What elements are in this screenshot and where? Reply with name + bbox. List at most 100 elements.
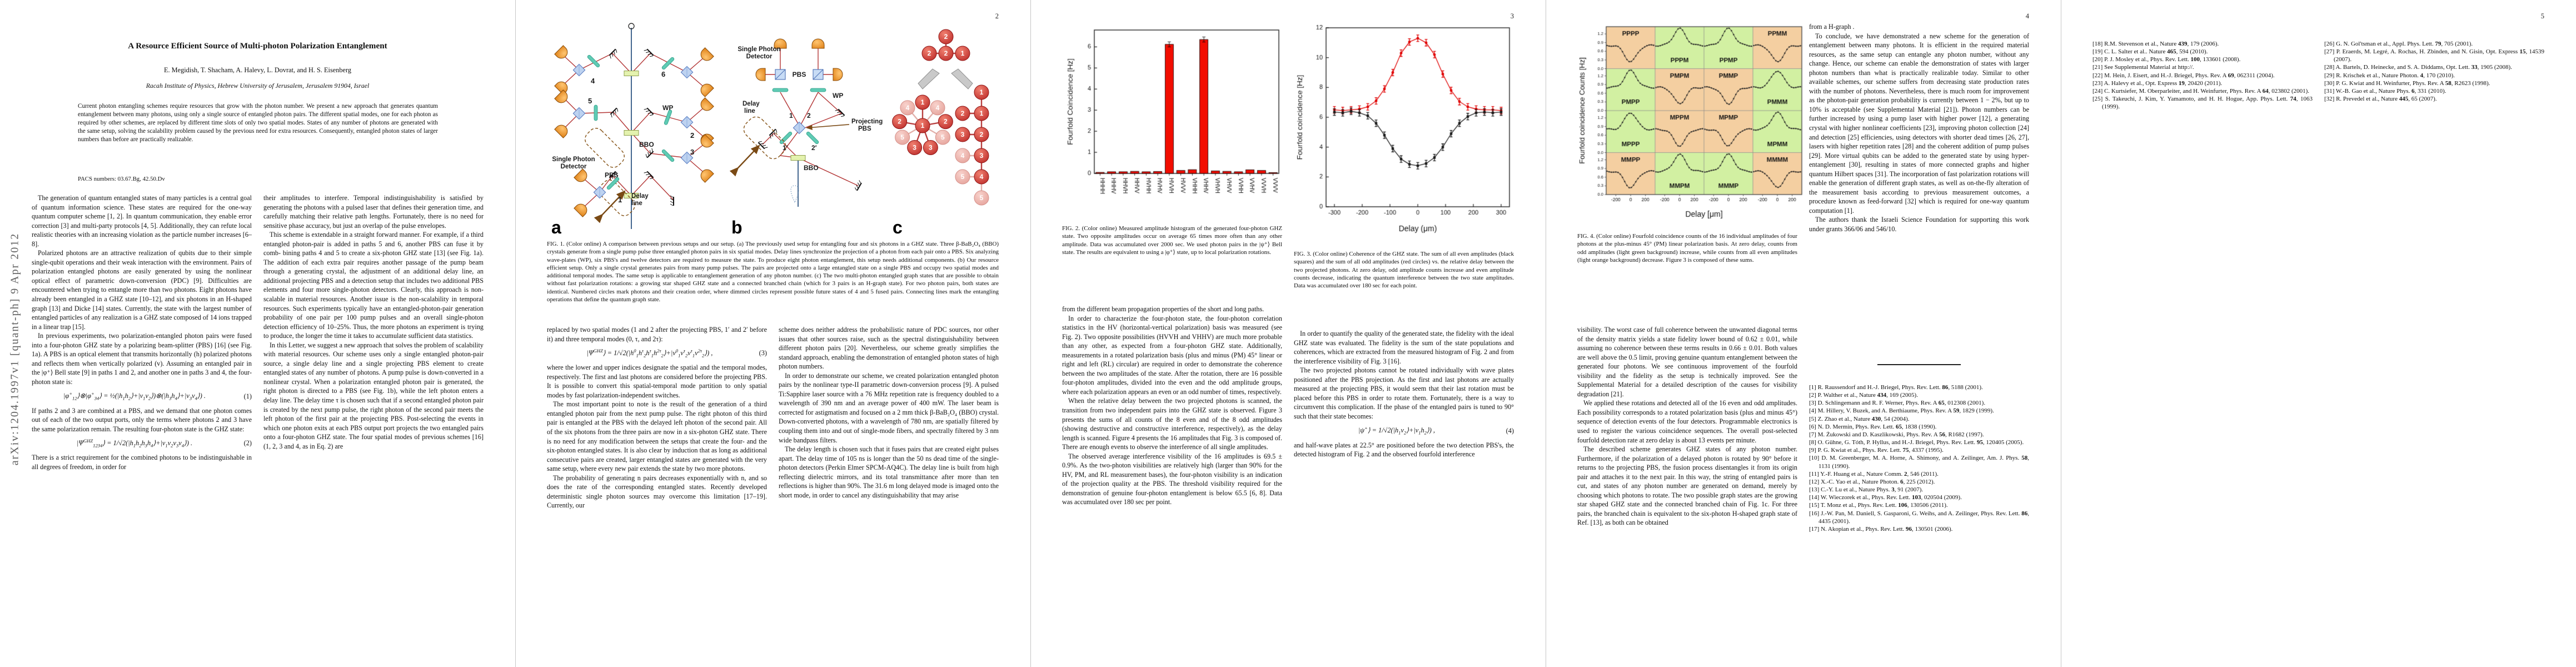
- reference-item: [5] Z. Zhao et al., Nature 430, 54 (2004…: [1809, 415, 1910, 422]
- figure-3-coherence-plot: [1294, 22, 1516, 243]
- paragraph: If paths 2 and 3 are combined at a PBS, …: [32, 406, 252, 433]
- paragraph: The most important point to note is the …: [547, 400, 767, 473]
- reference-item: [23] A. Halevy et al., Opt. Express 19, …: [2092, 79, 2223, 87]
- reference-item: [7] M. Żukowski and D. Kaszlikowski, Phy…: [1809, 431, 1984, 438]
- delay-label: Delay: [631, 193, 649, 200]
- photon-node: [923, 140, 938, 155]
- paragraph: where the lower and upper indices design…: [547, 364, 767, 399]
- equation: |ψ+⟩ = 1/√2(|h1v2⟩+|v1h2⟩) , (4): [1358, 425, 1514, 436]
- waveplate-icon: [805, 131, 820, 145]
- reference-item: [28] A. Bartels, D. Heinecke, and S. A. …: [2324, 64, 2512, 71]
- reference-item: [12] X.-C. Yao et al., Nature Photon. 6,…: [1809, 478, 1935, 485]
- reference-item: [4] M. Hillery, V. Buzek, and A. Berthia…: [1809, 407, 1994, 415]
- mirror-icon: [834, 107, 845, 118]
- svg-text:3: 3: [929, 143, 933, 151]
- reference-item: [3] D. Schlingemann and R. F. Werner, Ph…: [1809, 400, 1986, 407]
- photon-node: [930, 100, 945, 116]
- delay-adjust-arrow: [594, 190, 626, 223]
- reference-list-26-32: [26] G. N. Gol'tsman et al., Appl. Phys.…: [2324, 40, 2544, 103]
- page4-column-right: from a H-graph . To conclude, we have dem…: [1809, 22, 2029, 367]
- panel-letter-b: b: [731, 217, 743, 237]
- paragraph: The authors thank the Israeli Science Fo…: [1809, 216, 2029, 233]
- paragraph: scheme does neither address the probabil…: [779, 326, 999, 371]
- photon-node: [955, 169, 970, 185]
- photon-node: [935, 130, 950, 145]
- svg-text:2: 2: [944, 49, 948, 57]
- author-list: E. Megidish, T. Shacham, A. Halevy, L. D…: [164, 66, 351, 74]
- paragraph: In order to demonstrate our scheme, we c…: [779, 371, 999, 444]
- reference-item: [2] P. Walther et al., Nature 434, 169 (…: [1809, 392, 1918, 399]
- reference-item: [24] C. Kurtsiefer, M. Oberparleiter, an…: [2092, 87, 2310, 94]
- svg-text:5: 5: [900, 133, 904, 141]
- page-1: arXiv:1204.1997v1 [quant-ph] 9 Apr 2012 …: [0, 0, 515, 667]
- paragraph: The probability of generating n pairs de…: [547, 474, 767, 510]
- affiliation: Racah Institute of Physics, Hebrew Unive…: [146, 82, 370, 89]
- photon-node: [974, 169, 989, 185]
- paragraph: In this Letter, we suggest a new approac…: [263, 341, 484, 450]
- arrow-icon: [918, 68, 940, 89]
- figure-2-caption: FIG. 2. (Color online) Measured amplitud…: [1062, 225, 1282, 256]
- reference-list-18-25: [18] R.M. Stevenson et al., Nature 439, …: [2092, 40, 2313, 111]
- projecting-pbs-icon: [793, 121, 806, 135]
- photon-node: [974, 127, 989, 142]
- panel-a: 4 5 6 2 3 1 WP BBO PBS Single Photon Det…: [552, 23, 714, 229]
- panel-letter-a: a: [551, 217, 561, 237]
- pbs-icon: [680, 66, 694, 79]
- mode-label: 2: [807, 112, 811, 120]
- bbo-label: BBO: [804, 164, 819, 172]
- photon-node: [955, 127, 970, 142]
- arxiv-stamp: arXiv:1204.1997v1 [quant-ph] 9 Apr 2012: [8, 232, 21, 466]
- projecting-pbs-arrow: [806, 124, 850, 131]
- mode-label: 6: [661, 70, 665, 78]
- waveplate-icon: [772, 88, 789, 92]
- page-4: 4 FIG. 4. (Color online) Fourfold coinci…: [1546, 0, 2061, 667]
- photon-node: [974, 148, 989, 163]
- mode-label: 1: [789, 112, 793, 120]
- single-photon-detector-icon: [554, 89, 570, 106]
- reference-item: [27] P. Eraerds, M. Legré, A. Rochas, H.…: [2324, 48, 2544, 63]
- waveplate-icon: [586, 54, 601, 68]
- delay-adjust-arrow: [729, 145, 760, 177]
- delay-line-box: [585, 128, 625, 168]
- panel-letter-c: c: [893, 217, 903, 237]
- figure-4-caption: FIG. 4. (Color online) Fourfold coincide…: [1577, 233, 1797, 263]
- abstract: Current photon entangling schemes requir…: [78, 103, 438, 143]
- svg-text:2: 2: [898, 118, 901, 126]
- waveplate-icon: [661, 148, 675, 163]
- delay-label: line: [744, 108, 755, 115]
- pulse-envelope-icon: [790, 185, 799, 203]
- figure-3-caption: FIG. 3. (Color online) Coherence of the …: [1294, 251, 1514, 290]
- paper-title: A Resource Efficient Source of Multi-pho…: [128, 41, 387, 51]
- wp-label: WP: [662, 104, 673, 112]
- waveplate-icon: [594, 104, 598, 121]
- page-number: 3: [1510, 12, 1514, 20]
- mode-label: 2: [690, 131, 694, 140]
- single-photon-detector-icon: [833, 68, 843, 81]
- paragraph: replaced by two spatial modes (1 and 2 a…: [547, 326, 767, 343]
- svg-text:4: 4: [980, 173, 984, 181]
- photon-node: [938, 29, 954, 44]
- reference-item: [14] W. Wieczorek et al., Phys. Rev. Let…: [1809, 494, 1962, 501]
- pbs-label: PBS: [793, 71, 806, 78]
- fig2-bar-chart: [1062, 22, 1284, 218]
- mirror-icon: [643, 106, 654, 117]
- pbs-icon: [680, 116, 694, 129]
- mode-label: 2′: [811, 144, 817, 152]
- reference-item: [21] See Supplemental Material at http:/…: [2092, 64, 2194, 71]
- paragraph: This scheme is extendable in a straight …: [263, 231, 484, 340]
- detector-label: Detector: [746, 53, 773, 60]
- paragraph: their amplitudes to interfere. Temporal …: [263, 194, 484, 230]
- reference-item: [8] O. Gühne, G. Tóth, P. Hyllus, and H.…: [1809, 439, 2024, 446]
- mode-label: 5: [588, 97, 592, 105]
- svg-text:2: 2: [928, 49, 931, 57]
- arrow-icon: [951, 68, 973, 89]
- page-number: 5: [2540, 12, 2544, 20]
- reference-item: [13] C.-Y. Lu et al., Nature Phys. 3, 91…: [1809, 486, 1924, 494]
- figure-4-amplitude-grid: [1577, 22, 1806, 227]
- projecting-pbs-label: Projecting: [851, 118, 883, 125]
- paragraph: In previous experiments, two polarizatio…: [32, 332, 252, 386]
- bbo-label: BBO: [639, 141, 654, 148]
- fig3-line-chart: [1294, 22, 1516, 243]
- page1-column-right: their amplitudes to interfere. Temporal …: [263, 193, 484, 646]
- photon-node: [955, 148, 970, 163]
